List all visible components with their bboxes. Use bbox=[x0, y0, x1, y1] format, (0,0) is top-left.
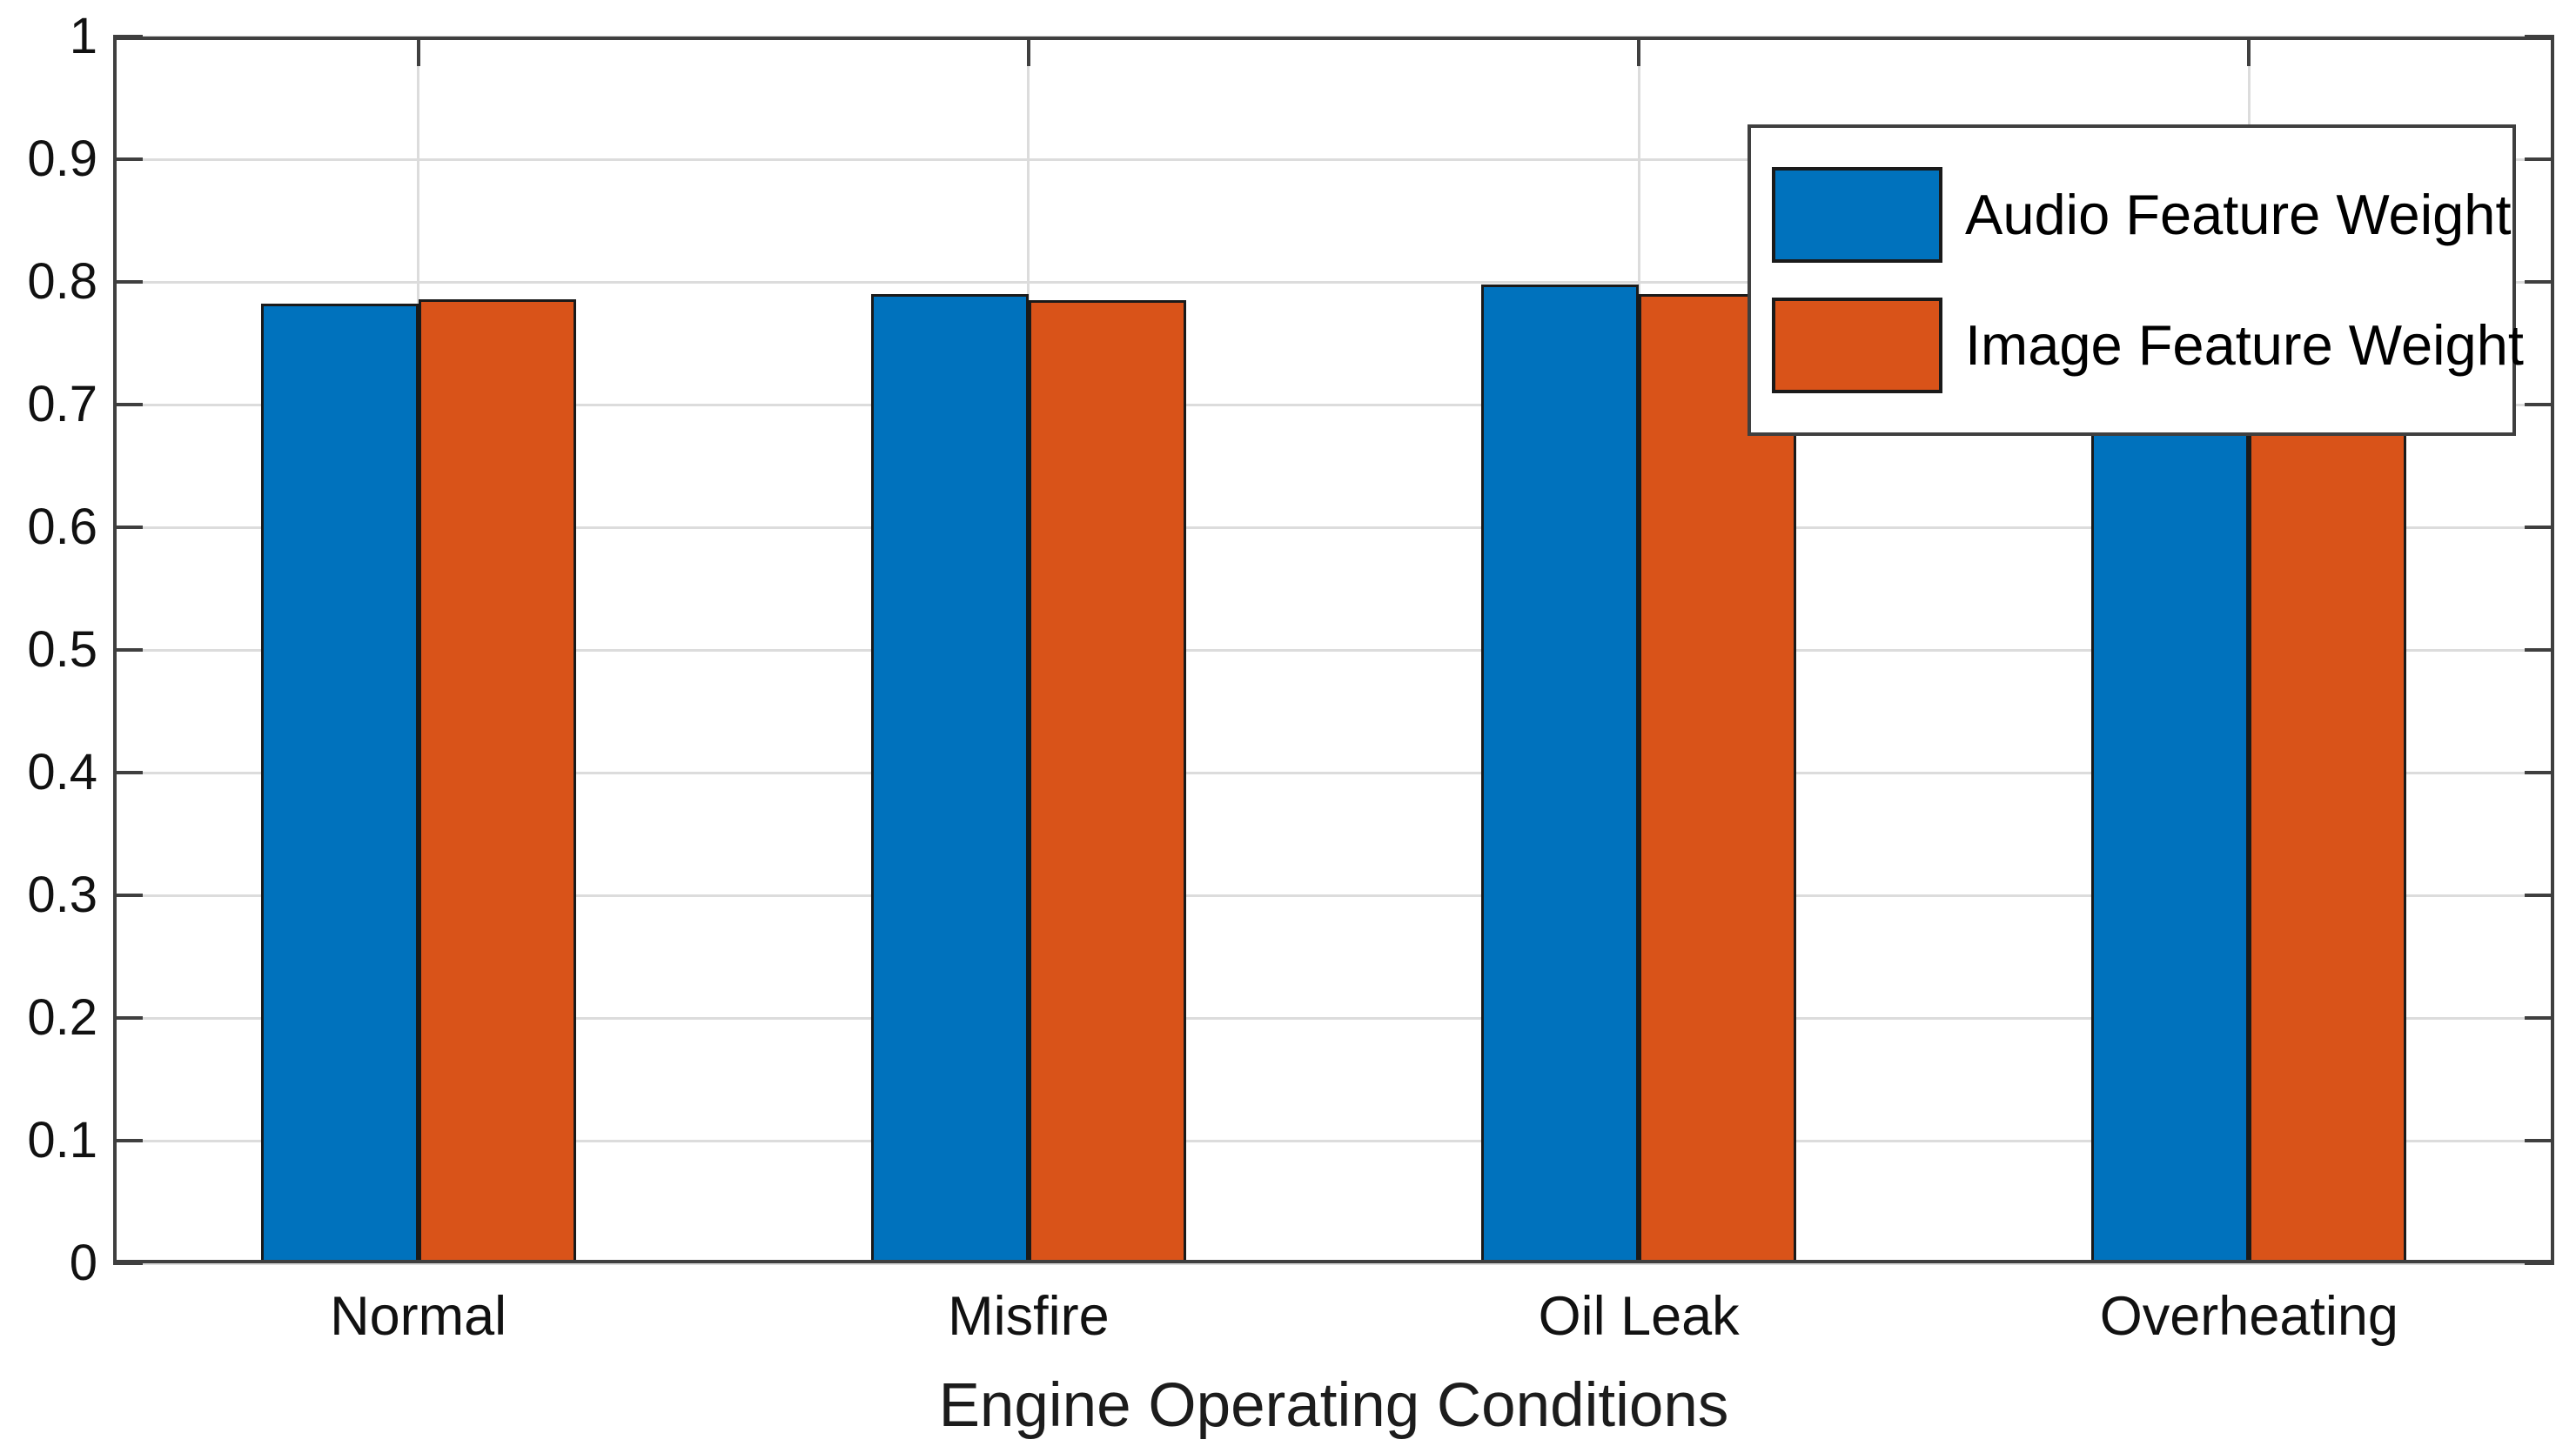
gridline-horizontal bbox=[113, 648, 2554, 652]
y-tick-mark-right bbox=[2525, 1262, 2554, 1265]
legend-label: Image Feature Weight bbox=[1965, 313, 2524, 377]
gridline-horizontal bbox=[113, 403, 2554, 406]
legend: Audio Feature Weight Image Feature Weight bbox=[1748, 124, 2524, 436]
legend-swatch-0 bbox=[1772, 167, 1942, 263]
y-tick-mark-right bbox=[2525, 894, 2554, 897]
bar-image-2 bbox=[1639, 294, 1797, 1263]
gridline-horizontal bbox=[113, 35, 2554, 38]
y-tick-mark-left bbox=[113, 403, 143, 406]
y-tick-mark-left bbox=[113, 648, 143, 652]
y-tick-mark-left bbox=[113, 280, 143, 284]
y-tick-mark-right bbox=[2525, 526, 2554, 529]
y-tick-label: 0.7 bbox=[27, 376, 97, 432]
y-tick-mark-right bbox=[2525, 1139, 2554, 1142]
legend-label: Audio Feature Weight bbox=[1965, 183, 2512, 246]
x-axis-label: Engine Operating Conditions bbox=[938, 1371, 1729, 1440]
gridline-horizontal bbox=[113, 894, 2554, 897]
gridline-horizontal bbox=[113, 1262, 2554, 1265]
y-tick-label: 0.4 bbox=[27, 744, 97, 800]
y-tick-label: 0.5 bbox=[27, 621, 97, 678]
y-tick-mark-left bbox=[113, 526, 143, 529]
y-tick-label: 0.1 bbox=[27, 1112, 97, 1168]
y-tick-mark-right bbox=[2525, 403, 2554, 406]
bar-image-0 bbox=[418, 299, 576, 1263]
bar-audio-3 bbox=[2091, 285, 2250, 1263]
y-tick-mark-right bbox=[2525, 157, 2554, 161]
bar-audio-1 bbox=[870, 294, 1029, 1263]
y-tick-mark-left bbox=[113, 894, 143, 897]
x-tick-mark-top bbox=[416, 37, 420, 66]
y-tick-label: 0 bbox=[69, 1235, 97, 1291]
y-tick-mark-right bbox=[2525, 1016, 2554, 1020]
y-tick-mark-left bbox=[113, 771, 143, 774]
y-tick-mark-right bbox=[2525, 35, 2554, 38]
legend-row: Image Feature Weight bbox=[1772, 298, 2524, 393]
gridline-horizontal bbox=[113, 526, 2554, 529]
y-tick-mark-left bbox=[113, 1262, 143, 1265]
x-tick-mark-top bbox=[1026, 37, 1030, 66]
y-tick-label: 0.8 bbox=[27, 253, 97, 310]
legend-swatch-1 bbox=[1772, 298, 1942, 393]
y-tick-mark-left bbox=[113, 35, 143, 38]
gridline-horizontal bbox=[113, 1016, 2554, 1020]
gridline-horizontal bbox=[113, 771, 2554, 774]
y-tick-mark-left bbox=[113, 157, 143, 161]
y-tick-label: 0.9 bbox=[27, 131, 97, 187]
y-tick-mark-right bbox=[2525, 771, 2554, 774]
y-tick-label: 1 bbox=[69, 8, 97, 64]
x-tick-label: Misfire bbox=[948, 1286, 1110, 1347]
y-tick-label: 0.6 bbox=[27, 499, 97, 555]
y-tick-label: 0.2 bbox=[27, 989, 97, 1046]
x-tick-label: Oil Leak bbox=[1538, 1286, 1740, 1347]
gridline-horizontal bbox=[113, 157, 2554, 161]
gridline-horizontal bbox=[113, 280, 2554, 284]
bar-audio-0 bbox=[260, 304, 419, 1263]
bar-image-1 bbox=[1028, 300, 1186, 1263]
y-tick-mark-right bbox=[2525, 648, 2554, 652]
bar-image-3 bbox=[2249, 291, 2407, 1263]
bar-audio-2 bbox=[1481, 285, 1640, 1263]
y-tick-mark-left bbox=[113, 1139, 143, 1142]
x-tick-label: Overheating bbox=[2099, 1286, 2398, 1347]
x-tick-mark-top bbox=[2247, 37, 2251, 66]
y-tick-mark-left bbox=[113, 1016, 143, 1020]
x-tick-mark-top bbox=[1637, 37, 1641, 66]
gridline-horizontal bbox=[113, 1139, 2554, 1142]
y-tick-label: 0.3 bbox=[27, 867, 97, 923]
legend-row: Audio Feature Weight bbox=[1772, 167, 2512, 263]
x-tick-label: Normal bbox=[330, 1286, 507, 1347]
y-tick-mark-right bbox=[2525, 280, 2554, 284]
